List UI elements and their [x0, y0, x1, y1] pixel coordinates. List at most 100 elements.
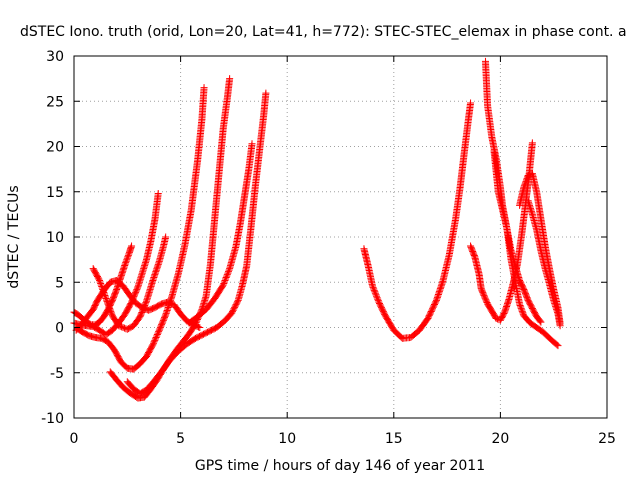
- data-point: [220, 278, 228, 286]
- data-point: [518, 307, 526, 315]
- data-point: [96, 278, 104, 286]
- data-point: [97, 279, 105, 287]
- data-point: [521, 179, 529, 187]
- data-point: [122, 259, 130, 267]
- data-point: [98, 284, 106, 292]
- data-point: [153, 332, 161, 340]
- series-2: [70, 190, 162, 339]
- data-point: [522, 177, 530, 185]
- y-tick-label: 30: [46, 49, 64, 65]
- data-point: [96, 276, 104, 284]
- data-point: [100, 290, 108, 298]
- series-14: [524, 197, 564, 330]
- data-point: [150, 339, 158, 347]
- data-point: [142, 299, 150, 307]
- data-point: [105, 303, 113, 311]
- data-point: [151, 336, 159, 344]
- data-point: [372, 291, 380, 299]
- data-point: [523, 176, 531, 184]
- data-point: [222, 275, 230, 283]
- data-point: [226, 75, 234, 83]
- y-tick-label: 5: [55, 275, 64, 291]
- data-point: [101, 292, 109, 300]
- data-point: [200, 84, 208, 92]
- data-point: [101, 293, 109, 301]
- data-point: [520, 182, 528, 190]
- data-point: [153, 331, 161, 339]
- data-point: [98, 282, 106, 290]
- data-point: [99, 285, 107, 293]
- data-point: [368, 282, 376, 290]
- series-7: [123, 89, 270, 398]
- data-point: [154, 329, 162, 337]
- data-point: [554, 342, 562, 350]
- series-12: [490, 147, 545, 326]
- data-point: [482, 296, 490, 304]
- data-point: [528, 139, 536, 147]
- y-tick-label: 20: [46, 140, 64, 156]
- data-point: [233, 298, 241, 306]
- data-point: [221, 277, 229, 285]
- data-point: [100, 289, 108, 297]
- series-4: [89, 233, 170, 333]
- y-axis-label: dSTEC / TECUs: [6, 185, 22, 288]
- y-tick-label: 0: [55, 321, 64, 337]
- x-tick-label: 5: [176, 431, 185, 447]
- data-point: [106, 305, 114, 313]
- data-point: [196, 324, 204, 331]
- data-point: [523, 174, 531, 182]
- data-point: [521, 180, 529, 188]
- data-point: [248, 140, 256, 148]
- data-point: [152, 333, 160, 341]
- data-point: [370, 286, 378, 294]
- data-point: [133, 284, 141, 292]
- data-point: [479, 290, 487, 298]
- data-point: [482, 297, 490, 305]
- data-point: [224, 269, 232, 277]
- data-point: [149, 341, 157, 349]
- data-point: [99, 287, 107, 295]
- x-tick-label: 15: [385, 431, 403, 447]
- data-point: [223, 272, 231, 280]
- data-point: [122, 257, 130, 265]
- data-point: [115, 322, 123, 330]
- data-point: [151, 335, 159, 343]
- data-point: [102, 295, 110, 303]
- data-point: [128, 242, 136, 250]
- y-tick-label: 10: [46, 230, 64, 246]
- data-point: [116, 322, 124, 330]
- axis-ticks: [73, 55, 608, 419]
- y-tick-label: -5: [50, 366, 64, 382]
- data-marks: [70, 57, 564, 402]
- data-point: [371, 288, 379, 296]
- x-axis-label: GPS time / hours of day 146 of year 2011: [195, 458, 485, 474]
- data-point: [225, 266, 233, 274]
- data-point: [97, 281, 105, 289]
- x-tick-label: 10: [278, 431, 296, 447]
- data-point: [467, 99, 475, 107]
- data-point: [516, 301, 524, 309]
- data-point: [103, 296, 111, 304]
- data-point: [104, 299, 112, 307]
- data-point: [516, 300, 524, 308]
- data-point: [517, 303, 525, 311]
- data-point: [432, 298, 440, 306]
- data-point: [154, 190, 162, 198]
- x-tick-label: 20: [491, 431, 509, 447]
- data-point: [124, 253, 132, 261]
- data-point: [220, 279, 228, 287]
- data-point: [518, 306, 526, 314]
- data-point: [373, 294, 381, 302]
- data-point: [107, 309, 115, 317]
- data-point: [519, 309, 527, 317]
- data-point: [123, 254, 131, 262]
- data-point: [536, 317, 544, 325]
- data-point: [121, 260, 129, 268]
- series-8: [185, 140, 256, 327]
- data-point: [371, 289, 379, 297]
- data-point: [162, 233, 170, 241]
- data-point: [107, 307, 115, 315]
- series-9: [360, 99, 475, 342]
- data-point: [223, 271, 231, 279]
- data-point: [537, 318, 545, 326]
